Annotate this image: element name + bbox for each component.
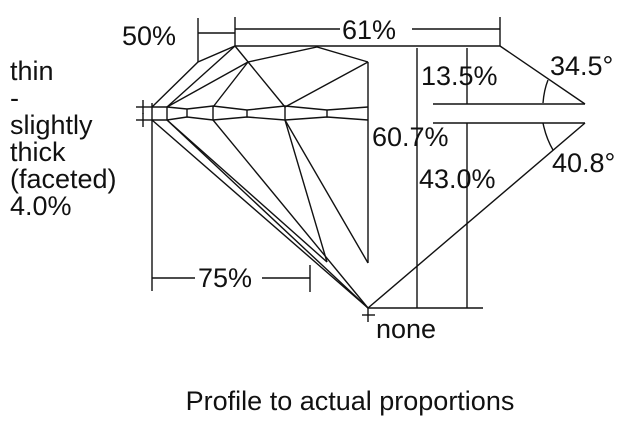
lower-half-label: 75% bbox=[198, 263, 252, 293]
diamond-outline bbox=[136, 45, 586, 322]
crown-angle-label: 34.5° bbox=[550, 51, 613, 81]
girdle-line: slightly bbox=[10, 110, 93, 140]
table-width-label: 50% bbox=[122, 21, 176, 51]
crown-width-label: 61% bbox=[342, 15, 396, 45]
pavilion-depth-label: 43.0% bbox=[419, 164, 496, 194]
dimension-lines bbox=[151, 17, 585, 309]
caption: Profile to actual proportions bbox=[186, 386, 515, 416]
girdle-line: 4.0% bbox=[10, 191, 72, 221]
girdle-label: thin - slightly thick (faceted) 4.0% bbox=[10, 56, 117, 221]
total-depth-label: 60.7% bbox=[372, 122, 449, 152]
girdle-line: thick bbox=[10, 137, 66, 167]
girdle-line: - bbox=[10, 83, 19, 113]
girdle-line: thin bbox=[10, 56, 54, 86]
pavilion-angle-label: 40.8° bbox=[552, 148, 615, 178]
culet-label: none bbox=[376, 314, 436, 344]
crown-height-label: 13.5% bbox=[421, 61, 498, 91]
girdle-line: (faceted) bbox=[10, 164, 117, 194]
